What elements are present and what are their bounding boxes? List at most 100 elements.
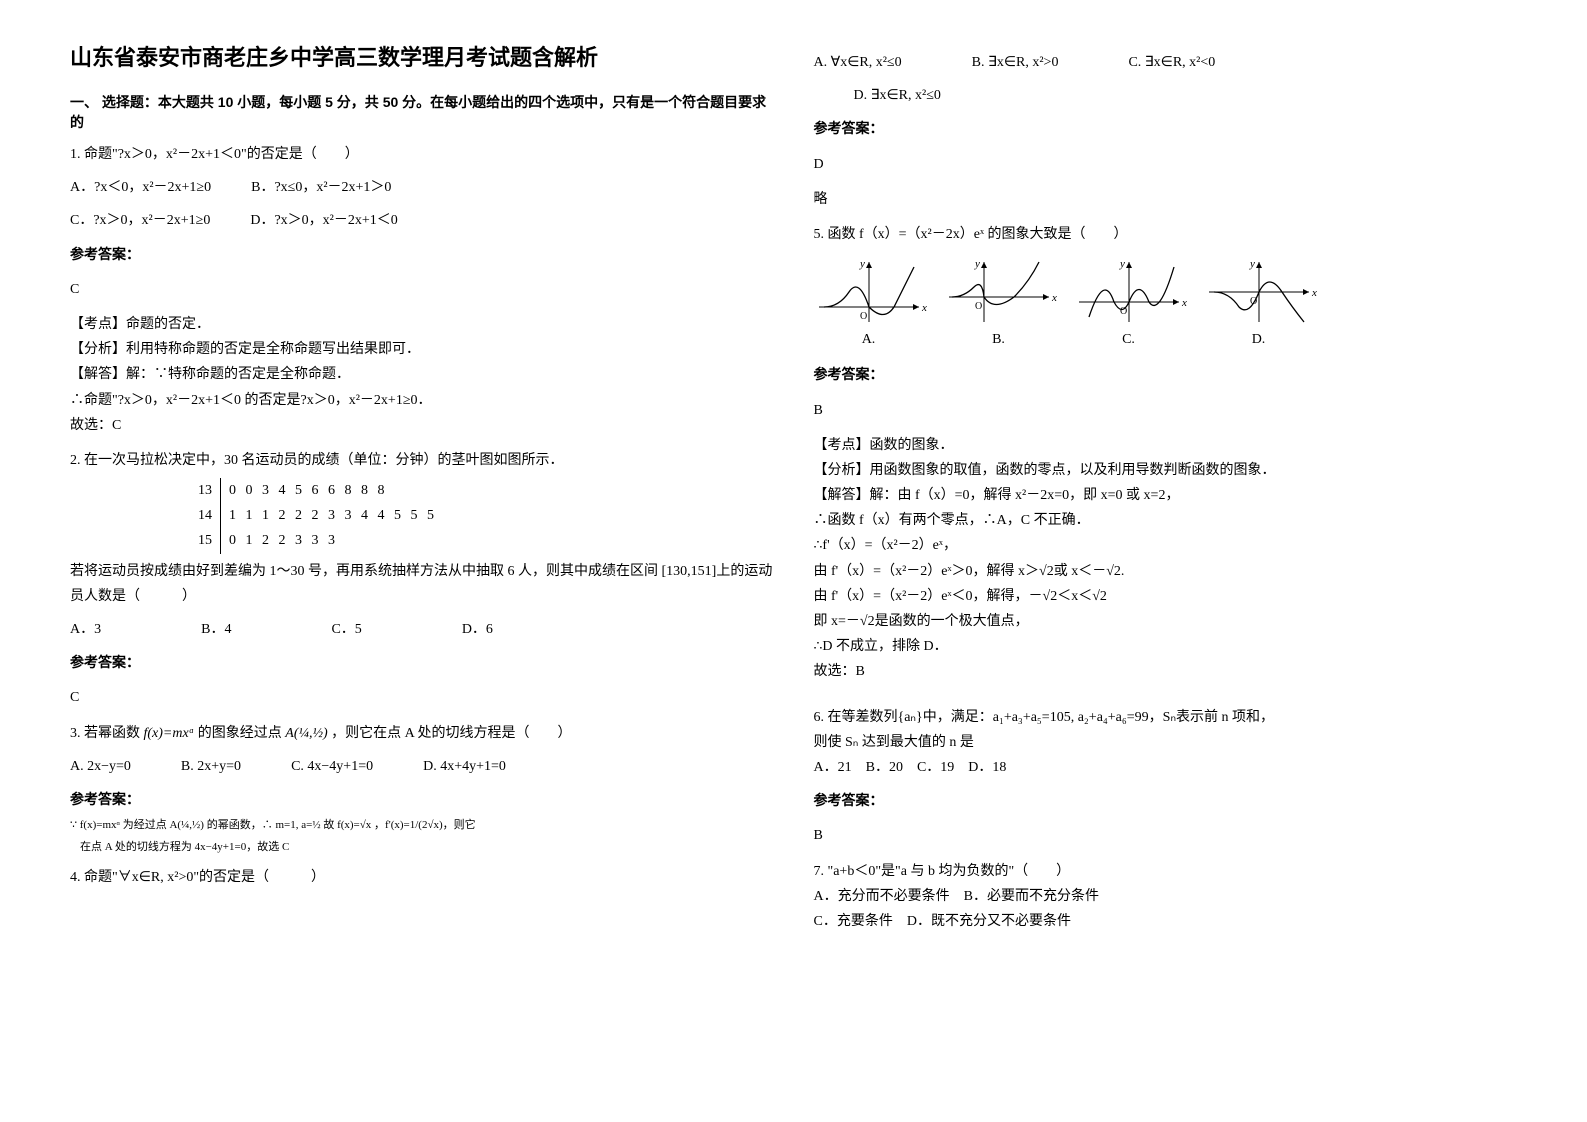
graph-B: x y O B.	[944, 257, 1054, 352]
question-1: 1. 命题"?x＞0，x²－2x+1＜0"的否定是（ ） A．?x＜0，x²－2…	[70, 142, 774, 438]
q3-text1: 3. 若幂函数	[70, 726, 140, 741]
leaf-2: 0 1 2 2 3 3 3	[220, 528, 338, 553]
q4-text: 4. 命题"∀x∈R, x²>0"的否定是（ ）	[70, 865, 774, 890]
q1-exp3: 【解答】解：∵特称命题的否定是全称命题．	[70, 362, 774, 387]
question-4-stem: 4. 命题"∀x∈R, x²>0"的否定是（ ）	[70, 865, 774, 890]
q3-optC: C. 4x−4y+1=0	[291, 754, 373, 779]
q1-text: 1. 命题"?x＞0，x²－2x+1＜0"的否定是（ ）	[70, 142, 774, 167]
q1-optA: A．?x＜0，x²－2x+1≥0	[70, 175, 211, 200]
q6-text1: 6. 在等差数列{aₙ}中，满足：a₁+a₃+a₅=105, a₂+a₄+a₆=…	[814, 705, 1518, 730]
stem-row-1: 14 1 1 1 2 2 2 3 3 4 4 5 5 5	[190, 503, 774, 528]
q3-optB: B. 2x+y=0	[181, 754, 241, 779]
q5-graphs: x y O A. x y O B.	[814, 257, 1518, 352]
q5-exp2: 【分析】用函数图象的取值，函数的零点，以及利用导数判断函数的图象．	[814, 458, 1518, 483]
q3-exp-note2: 在点 A 处的切线方程为 4x−4y+1=0，故选 C	[80, 840, 774, 855]
q3-optD: D. 4x+4y+1=0	[423, 754, 506, 779]
q7-optB: C．充要条件 D．既不充分又不必要条件	[814, 909, 1518, 934]
q5-exp1: 【考点】函数的图象．	[814, 433, 1518, 458]
q5-ans-label: 参考答案：	[814, 362, 1518, 387]
svg-text:x: x	[1311, 287, 1317, 299]
q3-fx: f(x)=mxᵅ	[144, 726, 195, 741]
graph-C: x y O C.	[1074, 257, 1184, 352]
q1-ans-label: 参考答案：	[70, 242, 774, 267]
svg-text:y: y	[974, 258, 980, 270]
stem-0: 13	[190, 478, 220, 503]
page-title: 山东省泰安市商老庄乡中学高三数学理月考试题含解析	[70, 40, 774, 72]
q4-ans-label: 参考答案：	[814, 116, 1518, 141]
question-3: 3. 若幂函数 f(x)=mxᵅ 的图象经过点 A(¼,½) ，则它在点 A 处…	[70, 721, 774, 855]
q5-exp3: 【解答】解：由 f（x）=0，解得 x²－2x=0，即 x=0 或 x=2，	[814, 483, 1518, 508]
q5-exp5: ∴f'（x）=（x²－2）eˣ，	[814, 533, 1518, 558]
graph-B-label: B.	[992, 327, 1005, 352]
q3-text3: ，则它在点 A 处的切线方程是（ ）	[331, 726, 571, 741]
q4-optB-val: ∃x∈R, x²>0	[988, 55, 1058, 70]
stem-row-0: 13 0 0 3 4 5 6 6 8 8 8	[190, 478, 774, 503]
q3-options: A. 2x−y=0 B. 2x+y=0 C. 4x−4y+1=0 D. 4x+4…	[70, 754, 774, 779]
q1-ans: C	[70, 277, 774, 302]
q5-exp4: ∴函数 f（x）有两个零点，∴A，C 不正确．	[814, 508, 1518, 533]
graph-C-svg: x y O	[1074, 257, 1184, 327]
q2-options: A．3 B．4 C．5 D．6	[70, 617, 774, 642]
q4-ans: D	[814, 152, 1518, 177]
graph-B-svg: x y O	[944, 257, 1054, 327]
q2-optB: B．4	[201, 617, 231, 642]
stem-1: 14	[190, 503, 220, 528]
svg-text:x: x	[1051, 292, 1057, 304]
q3-exp-note: ∵ f(x)=mxᵅ 为经过点 A(¼,½) 的幂函数，∴ m=1, a=½ 故…	[70, 818, 774, 833]
q5-exp8: 即 x=－√2是函数的一个极大值点，	[814, 609, 1518, 634]
graph-D: x y O D.	[1204, 257, 1314, 352]
graph-A-label: A.	[862, 327, 876, 352]
stem-2: 15	[190, 528, 220, 553]
q6-ans: B	[814, 823, 1518, 848]
q3-ans-label: 参考答案：	[70, 787, 774, 812]
q1-options: A．?x＜0，x²－2x+1≥0 B．?x≤0，x²－2x+1＞0	[70, 175, 774, 200]
q4-optB: B. ∃x∈R, x²>0	[972, 50, 1059, 75]
q6-opts: A．21 B．20 C．19 D．18	[814, 755, 1518, 780]
q4-optD-row: D. ∃x∈R, x²≤0	[854, 83, 1518, 108]
q1-exp1: 【考点】命题的否定．	[70, 312, 774, 337]
q1-options-2: C．?x＞0，x²－2x+1≥0 D．?x＞0，x²－2x+1＜0	[70, 208, 774, 233]
leaf-0: 0 0 3 4 5 6 6 8 8 8	[220, 478, 388, 503]
q7-text: 7. "a+b＜0"是"a 与 b 均为负数的"（ ）	[814, 859, 1518, 884]
q2-text: 2. 在一次马拉松决定中，30 名运动员的成绩（单位：分钟）的茎叶图如图所示．	[70, 448, 774, 473]
q2-optC: C．5	[331, 617, 361, 642]
graph-A-svg: x y O	[814, 257, 924, 327]
svg-text:x: x	[1181, 297, 1187, 309]
q6-ans-label: 参考答案：	[814, 788, 1518, 813]
q2-ans-label: 参考答案：	[70, 650, 774, 675]
section-heading: 一、 选择题：本大题共 10 小题，每小题 5 分，共 50 分。在每小题给出的…	[70, 92, 774, 132]
q1-optB: B．?x≤0，x²－2x+1＞0	[251, 175, 391, 200]
graph-D-label: D.	[1252, 327, 1266, 352]
q3-pointA: A(¼,½)	[285, 726, 327, 741]
graph-A: x y O A.	[814, 257, 924, 352]
svg-text:x: x	[921, 302, 927, 314]
svg-text:O: O	[860, 311, 867, 322]
question-6: 6. 在等差数列{aₙ}中，满足：a₁+a₃+a₅=105, a₂+a₄+a₆=…	[814, 705, 1518, 849]
q1-exp4: ∴命题"?x＞0，x²－2x+1＜0 的否定是?x＞0，x²－2x+1≥0．	[70, 388, 774, 413]
q1-optC: C．?x＞0，x²－2x+1≥0	[70, 208, 210, 233]
q4-optD-val: ∃x∈R, x²≤0	[871, 88, 941, 103]
q1-optD: D．?x＞0，x²－2x+1＜0	[250, 208, 397, 233]
q3-optD-val: 4x+4y+1=0	[440, 759, 506, 774]
q4-exp: 略	[814, 187, 1518, 212]
q5-exp7: 由 f'（x）=（x²－2）eˣ＜0，解得，－√2＜x＜√2	[814, 584, 1518, 609]
svg-text:y: y	[1119, 258, 1125, 270]
q6-text2: 则使 Sₙ 达到最大值的 n 是	[814, 730, 1518, 755]
q4-optC: C. ∃x∈R, x²<0	[1128, 50, 1215, 75]
question-7: 7. "a+b＜0"是"a 与 b 均为负数的"（ ） A．充分而不必要条件 B…	[814, 859, 1518, 935]
graph-D-svg: x y O	[1204, 257, 1314, 327]
q3-optB-val: 2x+y=0	[197, 759, 241, 774]
q2-ans: C	[70, 685, 774, 710]
question-2: 2. 在一次马拉松决定中，30 名运动员的成绩（单位：分钟）的茎叶图如图所示． …	[70, 448, 774, 711]
stem-leaf-plot: 13 0 0 3 4 5 6 6 8 8 8 14 1 1 1 2 2 2 3 …	[190, 478, 774, 554]
q4-optA: A. ∀x∈R, x²≤0	[814, 50, 902, 75]
q5-text: 5. 函数 f（x）=（x²－2x）eˣ 的图象大致是（ ）	[814, 222, 1518, 247]
svg-text:O: O	[975, 301, 982, 312]
right-column: A. ∀x∈R, x²≤0 B. ∃x∈R, x²>0 C. ∃x∈R, x²<…	[794, 40, 1538, 1082]
q3-optA: A. 2x−y=0	[70, 754, 131, 779]
q5-exp6: 由 f'（x）=（x²－2）eˣ＞0，解得 x＞√2或 x＜－√2.	[814, 559, 1518, 584]
q1-exp2: 【分析】利用特称命题的否定是全称命题写出结果即可．	[70, 337, 774, 362]
question-4-opts: A. ∀x∈R, x²≤0 B. ∃x∈R, x²>0 C. ∃x∈R, x²<…	[814, 50, 1518, 212]
q4-optA-val: ∀x∈R, x²≤0	[831, 55, 902, 70]
q5-exp9: ∴D 不成立，排除 D．	[814, 634, 1518, 659]
